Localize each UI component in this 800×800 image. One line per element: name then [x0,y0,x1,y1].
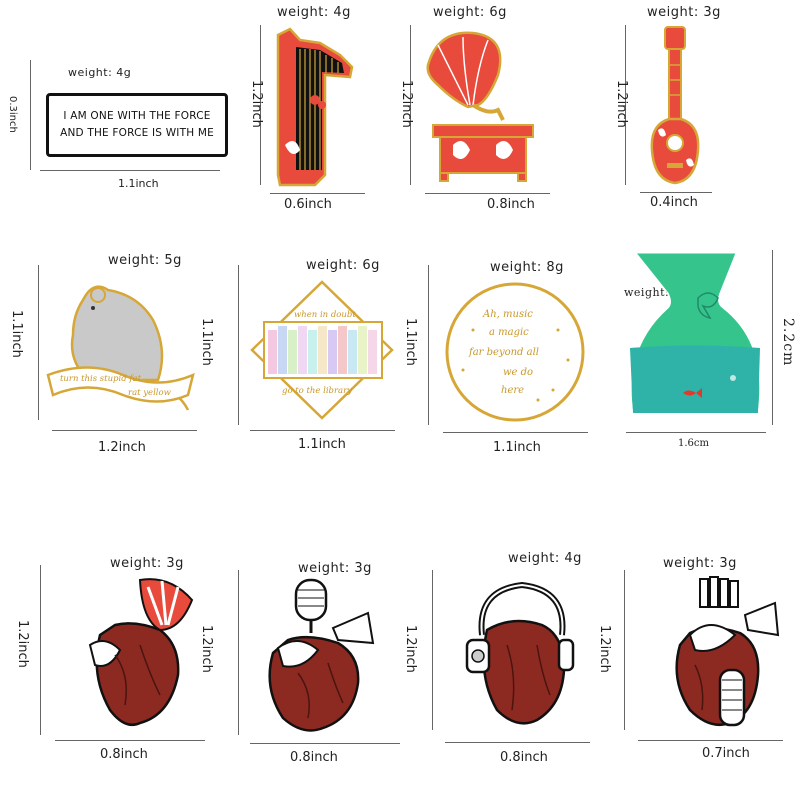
music-text-line: far beyond all [468,347,539,358]
music-text-line: we do [503,367,533,378]
weight-label: weight: 4g [508,551,582,566]
height-dimension-line [625,25,626,185]
width-dimension-line [52,430,197,431]
width-label: 1.1inch [298,437,346,452]
weight-label: weight: 6g [306,258,380,273]
width-dimension-line [425,193,550,194]
weight-label: weight: 3g [298,561,372,576]
height-dimension-line [624,570,625,730]
width-dimension-line [640,192,712,193]
heart-microphone-icon [268,578,375,732]
weight-label: weight: 6g [433,5,507,20]
width-label: 0.7inch [702,746,750,761]
library-icon: when in doubt go to the library [250,280,394,420]
width-label: 0.8inch [487,197,535,212]
height-label: 1.2inch [399,80,414,128]
height-label: 1.2inch [614,80,629,128]
width-label: 1.2inch [98,440,146,455]
weight-label: weight: 8g [490,260,564,275]
weight-label: weight: 5g [108,253,182,268]
heart-instruments-icon [675,576,780,727]
weight-label: weight: 4g [68,66,132,79]
height-label: 1.2inch [249,80,264,128]
width-label: 1.6cm [678,438,709,449]
width-dimension-line [270,193,365,194]
width-dimension-line [638,740,783,741]
gramophone-icon [426,31,534,182]
fish-bag-icon [630,252,761,414]
height-label: 1.2inch [199,625,214,673]
weight-label: weight: 3g [647,5,721,20]
width-label: 1.1inch [118,177,159,190]
music-text-line: here [501,385,524,396]
height-label: 2.2cm [780,318,796,367]
width-label: 1.1inch [493,440,541,455]
rat-icon: turn this stupid fat rat yellow [46,285,195,411]
height-dimension-line [772,250,773,425]
width-dimension-line [55,740,205,741]
library-bottom-text: go to the library [282,386,352,396]
height-label: 1.2inch [15,620,30,668]
rat-banner-text: rat yellow [128,388,172,398]
heart-headphones-icon [465,581,575,725]
height-dimension-line [238,570,239,735]
width-dimension-line [250,430,395,431]
pin-text-line: I AM ONE WITH THE FORCE [63,110,211,122]
height-dimension-line [428,265,429,425]
height-label: 0.3inch [7,96,18,133]
music-text-line: Ah, music [482,309,533,320]
heart-gramophone-icon [88,578,194,727]
library-top-text: when in doubt [294,310,356,320]
weight-label: weight: 3g [663,556,737,571]
width-label: 0.8inch [500,750,548,765]
height-dimension-line [432,570,433,730]
music-circle-icon: Ah, music a magic far beyond all we do h… [445,282,585,422]
pin-text-line: AND THE FORCE IS WITH ME [60,127,214,139]
width-dimension-line [250,743,400,744]
width-label: 0.6inch [284,197,332,212]
width-dimension-line [626,432,766,433]
harp-icon [276,27,354,187]
height-label: 1.2inch [403,625,418,673]
weight-label: weight: 3g [110,556,184,571]
height-dimension-line [40,565,41,735]
force-text-pin: I AM ONE WITH THE FORCE AND THE FORCE IS… [46,93,228,157]
width-label: 0.8inch [290,750,338,765]
height-label: 1.2inch [597,625,612,673]
width-dimension-line [445,742,590,743]
width-dimension-line [443,432,588,433]
height-label: 1.1inch [403,318,418,366]
height-dimension-line [410,25,411,185]
music-text-line: a magic [489,327,529,338]
height-dimension-line [238,265,239,425]
height-dimension-line [260,25,261,185]
weight-label: weight: 4g [277,5,351,20]
width-label: 0.4inch [650,195,698,210]
width-dimension-line [40,170,220,171]
height-dimension-line [38,265,39,420]
height-label: 1.1inch [199,318,214,366]
width-label: 0.8inch [100,747,148,762]
guitar-icon [650,26,700,185]
height-label: 1.1inch [9,310,24,358]
height-dimension-line [30,60,31,170]
rat-banner-text: turn this stupid fat [60,374,142,384]
